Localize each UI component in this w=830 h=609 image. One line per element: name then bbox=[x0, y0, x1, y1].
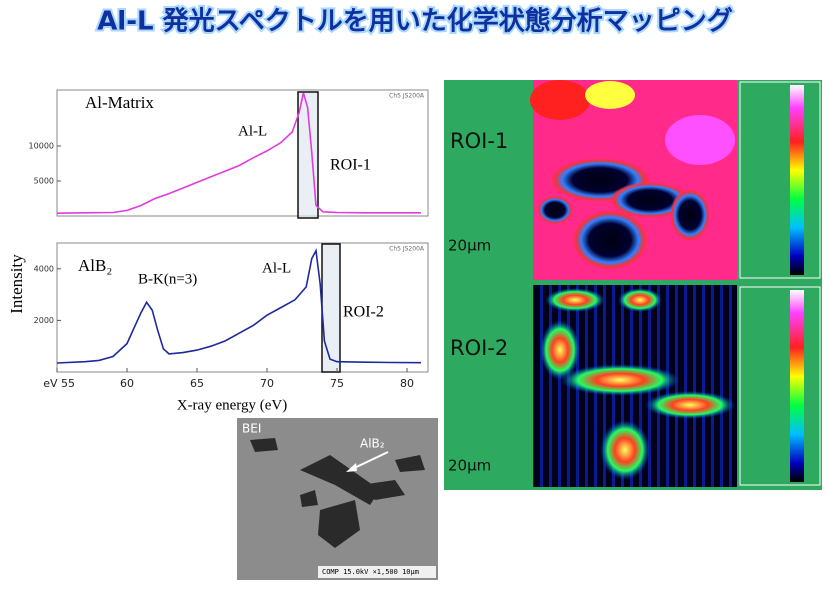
spectrum-label: AlB₂ bbox=[78, 256, 112, 275]
map-scale: 20μm bbox=[448, 237, 491, 255]
x-tick-label: 75 bbox=[330, 377, 344, 390]
map-blob bbox=[540, 320, 580, 380]
map-blob bbox=[665, 115, 735, 165]
color-bar bbox=[790, 85, 804, 275]
map-blob bbox=[560, 364, 680, 396]
y-tick-label: 2000 bbox=[34, 316, 54, 325]
map-blob bbox=[670, 189, 710, 241]
plot-frame bbox=[56, 89, 429, 217]
map-blob bbox=[618, 288, 662, 312]
y-axis-label: Intensity bbox=[7, 254, 26, 314]
y-tick-label: 4000 bbox=[34, 264, 54, 273]
x-tick-label: 70 bbox=[260, 377, 274, 390]
bei-label: BEI bbox=[242, 422, 261, 436]
roi-label: ROI-2 bbox=[343, 304, 384, 321]
map-blob bbox=[545, 288, 605, 312]
bei-footer-bg bbox=[318, 566, 436, 578]
bei-particle bbox=[300, 455, 380, 505]
map-blob bbox=[645, 391, 735, 419]
color-bar-frame bbox=[739, 286, 821, 486]
bei-particle bbox=[300, 490, 318, 507]
bei-particle bbox=[395, 455, 425, 472]
map-blob bbox=[585, 81, 635, 109]
spectrum-line bbox=[56, 248, 422, 364]
roi-window bbox=[321, 243, 341, 373]
instrument-label: Ch5 JS200A bbox=[389, 93, 425, 100]
bei-particle bbox=[250, 438, 278, 452]
instrument-label: Ch5 JS200A bbox=[389, 246, 425, 253]
map-features bbox=[540, 288, 735, 480]
map-blob bbox=[530, 80, 590, 120]
bei-phase-label: AlB₂ bbox=[360, 437, 385, 451]
map-blob bbox=[572, 210, 648, 270]
y-tick-label: 10000 bbox=[29, 142, 54, 151]
x-tick-label: 60 bbox=[120, 377, 134, 390]
spectrum-label: Al-Matrix bbox=[85, 93, 154, 112]
bei-footer: COMP 15.0kV ×1,500 10μm bbox=[322, 568, 419, 576]
peak-label: Al-L bbox=[262, 260, 291, 276]
bei-phases bbox=[250, 438, 425, 548]
bei-arrowhead bbox=[346, 463, 357, 472]
map-scale: 20μm bbox=[448, 457, 491, 475]
x-tick-label: 80 bbox=[400, 377, 414, 390]
map-label: ROI-2 bbox=[450, 336, 508, 360]
roi-label: ROI-1 bbox=[330, 157, 371, 174]
bei-particle bbox=[318, 500, 360, 548]
map-label: ROI-1 bbox=[450, 129, 508, 153]
peak-label: B-K(n=3) bbox=[138, 271, 197, 287]
map-blob bbox=[600, 420, 650, 480]
map-blob bbox=[537, 196, 573, 224]
map-features bbox=[530, 80, 735, 270]
spectrum-line bbox=[56, 92, 421, 214]
x-tick-label: eV 55 bbox=[43, 377, 75, 390]
peak-label: Al-L bbox=[238, 123, 267, 139]
roi-window bbox=[297, 91, 319, 219]
color-bar bbox=[790, 290, 804, 482]
map-blob bbox=[610, 182, 690, 218]
color-bar-frame bbox=[739, 81, 821, 279]
bei-particle bbox=[360, 480, 405, 500]
x-axis-label: X-ray energy (eV) bbox=[177, 397, 288, 413]
spectra: 5000 10000 Al-Matrix Al-L ROI-1 Ch5 JS200A 200… bbox=[29, 93, 425, 391]
x-tick-label: 65 bbox=[190, 377, 204, 390]
slide-title: Al-L 発光スペクトルを用いた化学状態分析マッピング bbox=[97, 6, 733, 37]
y-tick-label: 5000 bbox=[34, 177, 54, 186]
